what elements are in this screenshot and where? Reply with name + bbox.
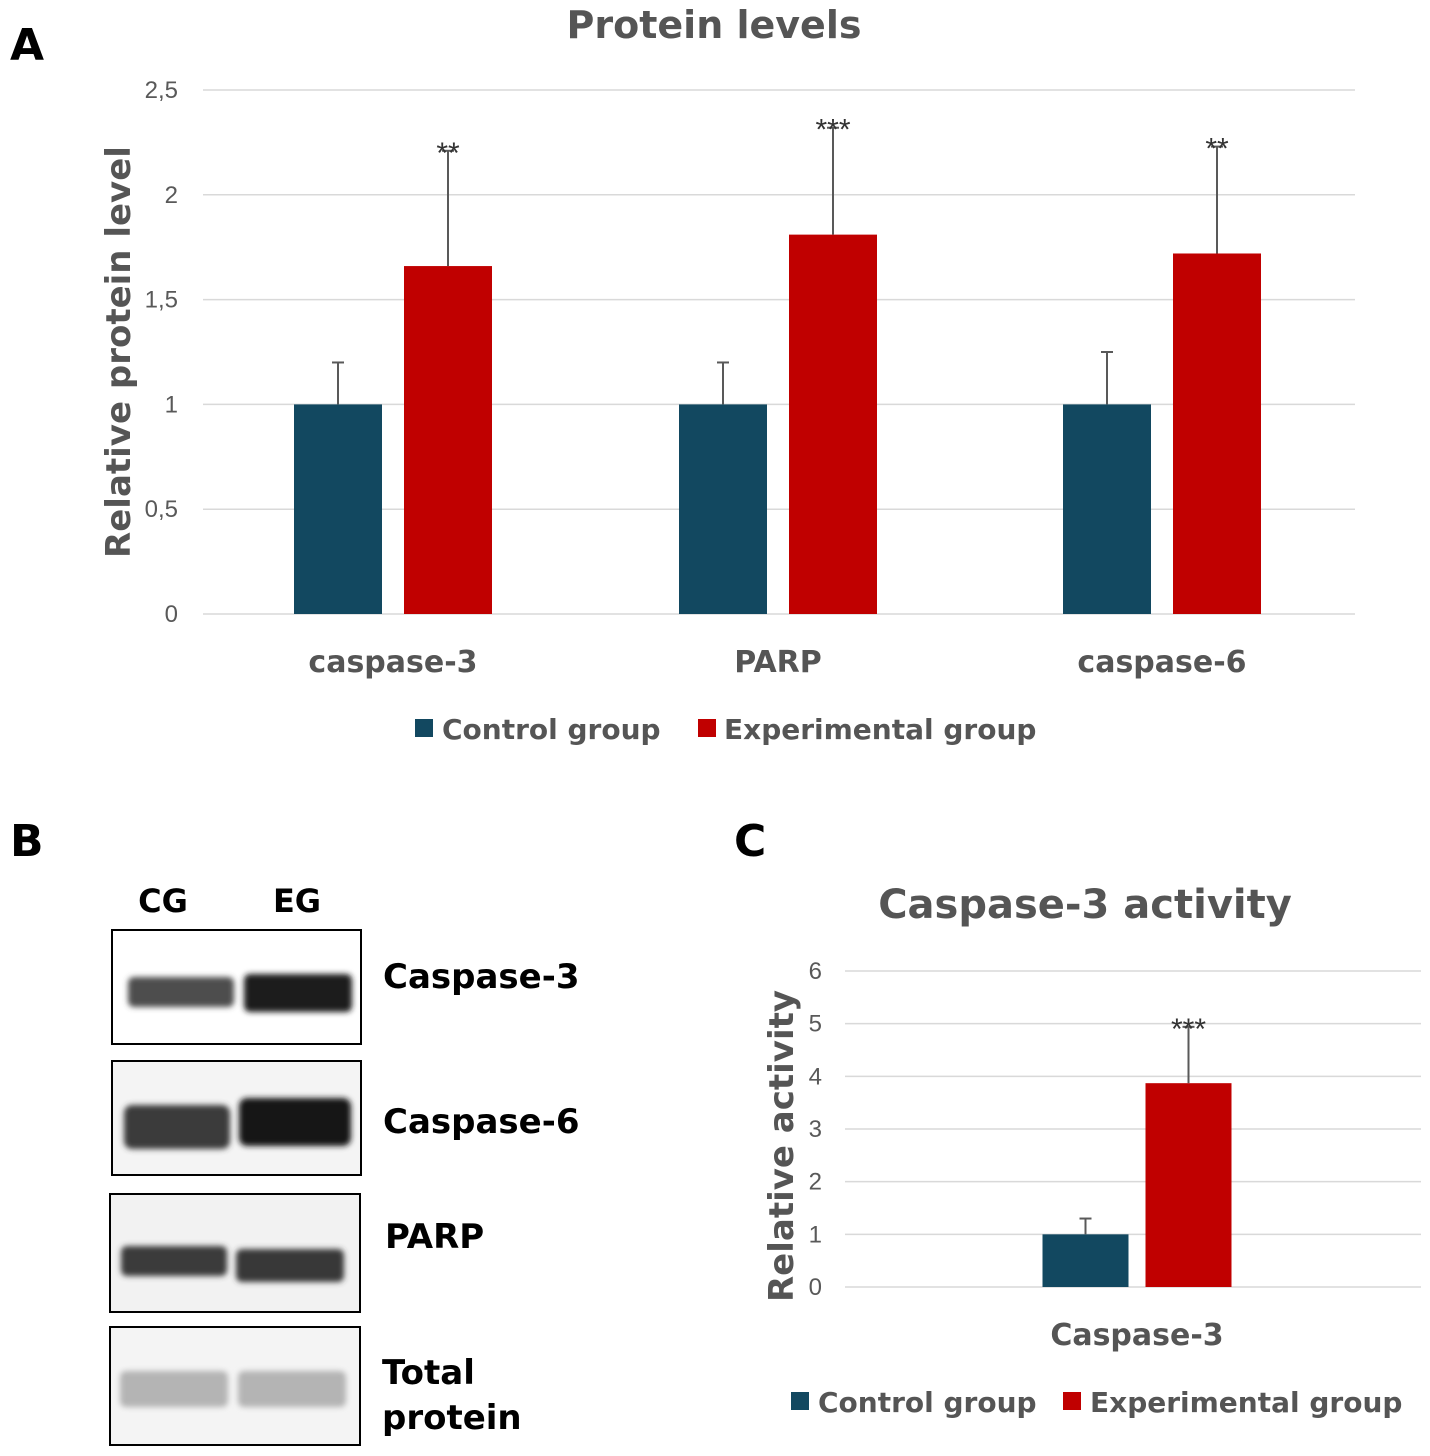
significance-marker: *** xyxy=(815,114,850,147)
bar-control xyxy=(294,404,382,614)
blot-band-eg xyxy=(244,974,352,1012)
chart-a-y-axis-title: Relative protein level xyxy=(99,146,139,558)
y-tick-label: 2 xyxy=(165,182,178,209)
panel-b-letter: B xyxy=(10,816,44,867)
panel-a-letter: A xyxy=(10,20,44,71)
y-tick-label: 1 xyxy=(809,1221,822,1248)
chart-a-bars: ******* xyxy=(294,114,1261,614)
category-label: Caspase-3 xyxy=(1050,1318,1223,1353)
bar-experimental xyxy=(1173,253,1261,614)
bar-control xyxy=(1042,1234,1129,1287)
blot-band-cg xyxy=(120,1371,228,1407)
category-label: caspase-3 xyxy=(308,645,477,680)
legend-label: Control group xyxy=(442,713,661,746)
y-tick-label: 1,5 xyxy=(145,287,178,314)
y-tick-label: 5 xyxy=(809,1011,822,1038)
chart-a-legend: Control group Experimental group xyxy=(415,713,1036,746)
chart-c-bars: *** xyxy=(1042,1013,1232,1287)
blot-label-caspase-3: Caspase-3 xyxy=(383,957,579,997)
chart-c: Caspase-3 activity Relative activity 0 1 2… xyxy=(762,882,1421,1419)
bar-experimental xyxy=(1145,1083,1232,1287)
legend-label: Experimental group xyxy=(1090,1386,1402,1419)
blot-row-caspase-3: Caspase-3 xyxy=(111,929,579,1045)
y-tick-label: 0 xyxy=(809,1274,822,1301)
legend-label: Control group xyxy=(818,1386,1037,1419)
legend-swatch xyxy=(415,719,433,737)
chart-c-title: Caspase-3 activity xyxy=(878,882,1292,928)
y-tick-label: 4 xyxy=(809,1063,822,1090)
chart-c-y-axis-title: Relative activity xyxy=(762,990,802,1302)
bar-control xyxy=(679,404,767,614)
chart-a-category-labels: caspase-3 PARP caspase-6 xyxy=(308,645,1246,680)
y-tick-label: 2,5 xyxy=(145,77,178,104)
blot-row-total-protein: Total protein xyxy=(109,1326,522,1446)
blot-label-protein: protein xyxy=(382,1398,522,1438)
chart-c-category-labels: Caspase-3 xyxy=(1050,1318,1223,1353)
bar-experimental xyxy=(404,266,492,614)
significance-marker: ** xyxy=(436,137,460,170)
blot-label-caspase-6: Caspase-6 xyxy=(383,1102,579,1142)
panel-c-letter: C xyxy=(734,816,766,867)
significance-marker: *** xyxy=(1171,1013,1206,1046)
legend-swatch xyxy=(791,1392,809,1410)
blot-band-cg xyxy=(124,1105,230,1149)
chart-a-title: Protein levels xyxy=(567,3,862,47)
blot-row-parp: PARP xyxy=(109,1193,484,1313)
blot-band-cg xyxy=(121,1246,227,1276)
lane-label-eg: EG xyxy=(273,882,321,920)
significance-marker: ** xyxy=(1205,133,1229,166)
y-tick-label: 0,5 xyxy=(145,496,178,523)
category-label: caspase-6 xyxy=(1077,645,1246,680)
blot-label-parp: PARP xyxy=(385,1217,484,1257)
blot-band-eg xyxy=(236,1249,344,1282)
blot-row-caspase-6: Caspase-6 xyxy=(111,1060,579,1176)
category-label: PARP xyxy=(734,645,822,680)
western-blot-panel: CG EG Caspase-3 Caspase-6 PARP xyxy=(109,882,579,1446)
chart-a: Protein levels Relative protein level 00… xyxy=(99,3,1355,746)
bar-experimental xyxy=(789,234,877,614)
blot-band-eg xyxy=(239,1098,351,1146)
legend-swatch xyxy=(1063,1392,1081,1410)
legend-swatch xyxy=(698,719,716,737)
y-tick-label: 1 xyxy=(165,391,178,418)
blot-band-cg xyxy=(128,977,234,1007)
y-tick-label: 0 xyxy=(165,601,178,628)
chart-c-legend: Control group Experimental group xyxy=(791,1386,1402,1419)
chart-a-gridlines: 0 0,5 1 1,5 2 2,5 xyxy=(145,77,1355,628)
y-tick-label: 2 xyxy=(809,1169,822,1196)
y-tick-label: 6 xyxy=(809,958,822,985)
bar-control xyxy=(1063,404,1151,614)
chart-c-gridlines: 0 1 2 3 4 5 6 xyxy=(809,958,1421,1301)
lane-label-cg: CG xyxy=(138,882,188,920)
blot-label-total: Total xyxy=(382,1353,475,1393)
y-tick-label: 3 xyxy=(809,1116,822,1143)
legend-label: Experimental group xyxy=(724,713,1036,746)
blot-band-eg xyxy=(238,1371,346,1407)
